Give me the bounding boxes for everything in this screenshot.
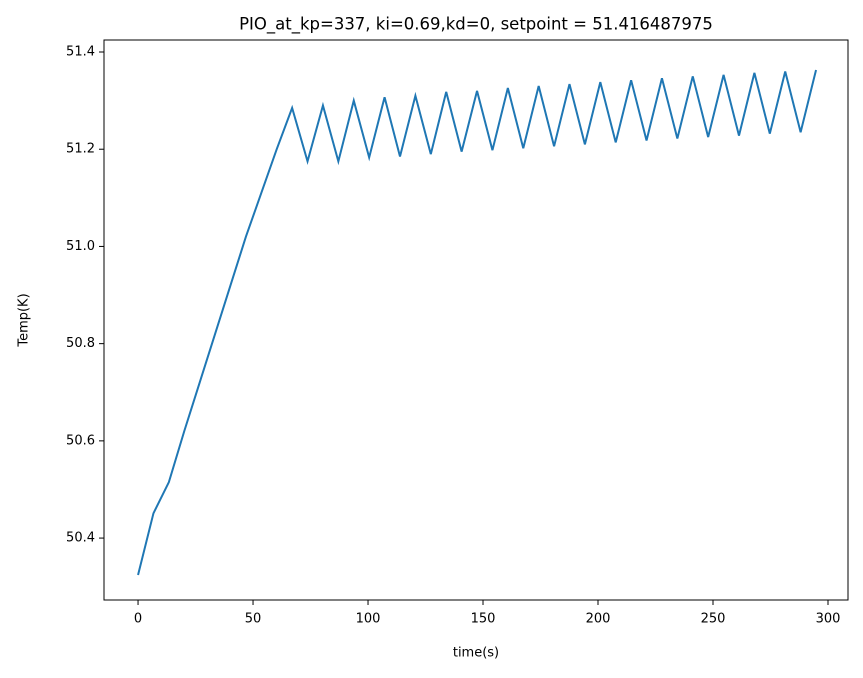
x-tick-label: 0	[134, 612, 142, 627]
x-tick-label: 300	[816, 612, 841, 627]
plot-frame	[103, 39, 849, 601]
y-tick-label: 51.0	[66, 239, 95, 254]
x-tick-label: 100	[356, 612, 381, 627]
y-tick-label: 51.2	[66, 142, 95, 157]
chart-title: PIO_at_kp=337, ki=0.69,kd=0, setpoint = …	[239, 15, 713, 35]
data-line	[137, 69, 818, 576]
y-tick-label: 51.4	[66, 45, 95, 60]
x-axis-label: time(s)	[453, 646, 499, 661]
y-tick-label: 50.8	[66, 336, 95, 351]
x-tick-label: 150	[471, 612, 496, 627]
x-tick-label: 250	[701, 612, 726, 627]
y-tick-label: 50.4	[66, 531, 95, 546]
x-tick-label: 200	[586, 612, 611, 627]
y-axis-label: Temp(K)	[17, 293, 32, 347]
y-tick-label: 50.6	[66, 433, 95, 448]
x-tick-label: 50	[245, 612, 262, 627]
